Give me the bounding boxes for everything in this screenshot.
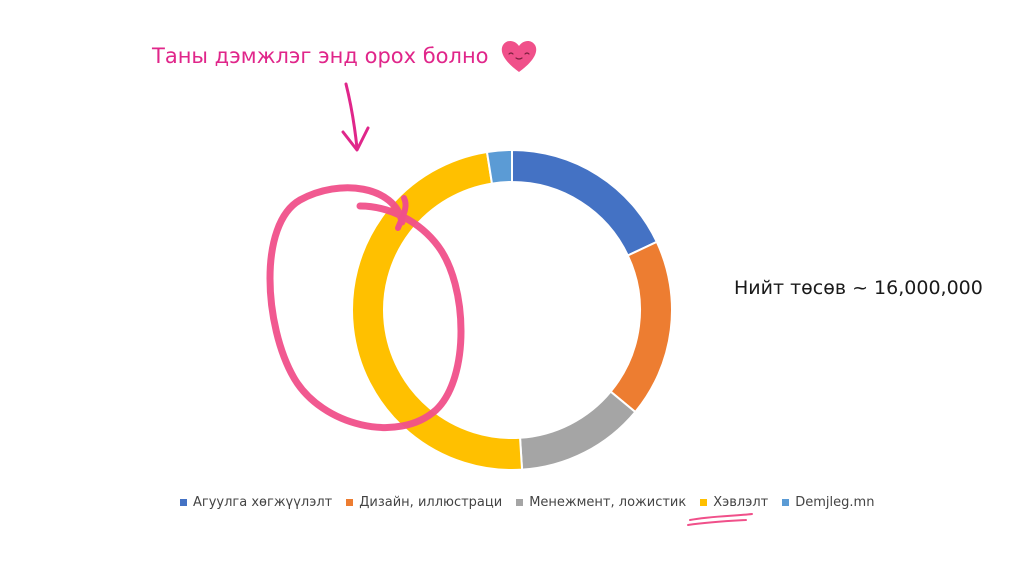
legend-item: Хэвлэлт [700,495,768,510]
legend-swatch [516,499,524,506]
legend-swatch [346,499,354,506]
donut-segments [351,148,673,471]
legend-swatch [700,499,708,506]
legend-label: Агуулга хөгжүүлэлт [193,495,333,510]
legend-label: Demjleg.mn [795,495,875,510]
legend-swatch [782,499,790,506]
legend-item: Агуулга хөгжүүлэлт [180,495,332,510]
donut-segment-2 [518,390,637,471]
legend-item: Demjleg.mn [782,495,874,510]
pointer-arrow-icon [341,82,370,152]
legend-label: Хэвлэлт [713,495,769,510]
legend-label: Менежмент, ложистик [529,495,687,510]
legend-item: Менежмент, ложистик [516,495,686,510]
total-budget-label: Нийт төсөв ~ 16,000,000 [734,277,983,299]
donut-segment-1 [609,240,673,414]
donut-segment-4 [485,148,513,185]
highlight-circle [266,184,465,432]
legend-item: Дизайн, иллюстраци [346,495,502,510]
legend-label: Дизайн, иллюстраци [359,495,503,510]
legend-underline [687,513,753,526]
donut-segment-0 [511,148,659,257]
heart-icon [501,40,537,72]
support-annotation: Таны дэмжлэг энд орох болно [152,44,489,68]
donut-segment-3 [351,150,524,471]
chart-legend: Агуулга хөгжүүлэлт Дизайн, иллюстраци Ме… [180,495,874,510]
legend-swatch [180,499,187,506]
